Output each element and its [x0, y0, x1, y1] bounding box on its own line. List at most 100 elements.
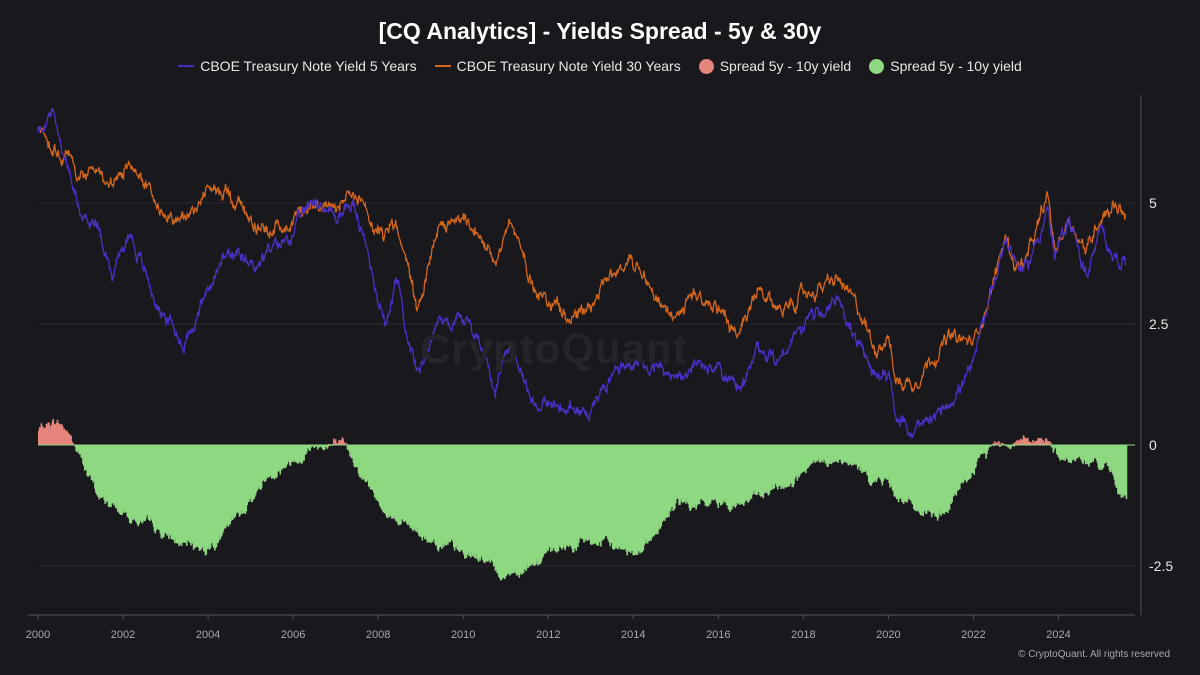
spread-bar-negative [952, 445, 954, 497]
spread-bar-negative [1087, 445, 1089, 465]
spread-bar-negative [475, 445, 477, 559]
spread-bar-negative [712, 445, 714, 501]
spread-bar-negative [368, 445, 371, 487]
y-tick-label: 2.5 [1149, 316, 1169, 332]
spread-bar-negative [553, 445, 555, 548]
spread-bar-negative [151, 445, 154, 523]
spread-bar-negative [645, 445, 647, 544]
spread-bar-negative [174, 445, 176, 544]
spread-bar-negative [484, 445, 487, 563]
spread-bar-negative [257, 445, 259, 489]
spread-bar-negative [654, 445, 657, 534]
spread-bar-negative [550, 445, 553, 549]
spread-bar-positive [55, 422, 58, 445]
spread-bar-positive [997, 441, 999, 445]
spread-bar-positive [332, 443, 334, 445]
spread-bar-negative [675, 445, 678, 499]
spread-bar-negative [978, 445, 981, 458]
spread-bar-positive [51, 421, 54, 445]
spread-bar-negative [516, 445, 519, 574]
spread-bar-negative [101, 445, 104, 496]
spread-bar-negative [1089, 445, 1092, 464]
spread-bar-negative [262, 445, 265, 480]
spread-bar-negative [589, 445, 591, 540]
spread-bar-negative [158, 445, 161, 529]
spread-bar-negative [792, 445, 794, 488]
spread-bar-negative [270, 445, 272, 477]
spread-bar-negative [157, 445, 160, 530]
spread-bar-negative [595, 445, 597, 543]
spread-bar-negative [141, 445, 144, 524]
spread-bar-negative [600, 445, 603, 541]
series-line-30y [37, 126, 1127, 394]
spread-bar-negative [555, 445, 558, 553]
spread-bar-negative [288, 445, 290, 461]
spread-bar-negative [572, 445, 574, 553]
spread-bar-negative [1106, 445, 1108, 463]
spread-bar-negative [843, 445, 845, 462]
spread-bar-negative [652, 445, 655, 537]
spread-bar-negative [502, 445, 504, 579]
spread-bar-negative [941, 445, 944, 514]
spread-bar-negative [498, 445, 500, 577]
spread-bar-negative [208, 445, 210, 547]
spread-bar-positive [55, 425, 57, 445]
spread-bar-negative [384, 445, 387, 515]
legend-item-spread-negative[interactable]: Spread 5y - 10y yield [869, 58, 1022, 74]
spread-bar-negative [90, 445, 93, 480]
legend-label: Spread 5y - 10y yield [719, 58, 852, 74]
spread-bar-negative [418, 445, 421, 537]
spread-bar-negative [693, 445, 696, 508]
legend-item-5y[interactable]: CBOE Treasury Note Yield 5 Years [178, 58, 417, 74]
spread-bar-negative [307, 445, 310, 449]
spread-bar-negative [1051, 445, 1054, 448]
spread-bar-positive [66, 432, 69, 445]
spread-bar-negative [162, 445, 164, 536]
spread-bar-negative [146, 445, 149, 515]
spread-bar-negative [317, 445, 320, 447]
spread-bar-positive [345, 443, 348, 445]
spread-bar-positive [339, 440, 341, 445]
spread-bar-negative [859, 445, 862, 471]
spread-bar-negative [1074, 445, 1077, 462]
spread-bar-negative [949, 445, 952, 504]
spread-bar-negative [893, 445, 896, 497]
spread-bar-negative [766, 445, 769, 494]
spread-bar-negative [690, 445, 692, 510]
spread-bar-negative [748, 445, 751, 501]
spread-bar-negative [393, 445, 396, 516]
spread-bar-negative [583, 445, 586, 542]
spread-bar-negative [635, 445, 638, 555]
spread-bar-negative [928, 445, 930, 512]
spread-bar-negative [731, 445, 734, 506]
spread-bar-positive [56, 419, 59, 445]
legend-item-30y[interactable]: CBOE Treasury Note Yield 30 Years [434, 58, 681, 74]
spread-bar-negative [717, 445, 720, 509]
spread-bar-positive [1039, 440, 1042, 445]
spread-bar-negative [191, 445, 194, 544]
spread-bar-negative [945, 445, 947, 512]
spread-bar-negative [939, 445, 942, 514]
spread-bar-negative [603, 445, 606, 539]
x-tick-label: 2002 [111, 629, 135, 641]
spread-bar-positive [72, 443, 74, 445]
spread-bar-negative [787, 445, 789, 487]
spread-bar-negative [505, 445, 508, 576]
spread-bar-negative [140, 445, 143, 523]
spread-bar-negative [220, 445, 223, 537]
spread-bar-negative [174, 445, 177, 538]
spread-bar-negative [390, 445, 393, 519]
x-tick-label: 2020 [876, 629, 900, 641]
spread-bar-negative [94, 445, 96, 489]
spread-bar-negative [925, 445, 928, 515]
spread-bar-negative [564, 445, 566, 551]
spread-bar-negative [525, 445, 527, 572]
spread-bar-negative [91, 445, 94, 480]
legend-item-spread-positive[interactable]: Spread 5y - 10y yield [698, 58, 852, 74]
spread-bar-negative [619, 445, 622, 550]
spread-bar-negative [475, 445, 478, 555]
spread-bar-negative [441, 445, 443, 549]
spread-bar-negative [223, 445, 225, 529]
spread-bar-negative [287, 445, 289, 462]
spread-bar-negative [565, 445, 567, 547]
